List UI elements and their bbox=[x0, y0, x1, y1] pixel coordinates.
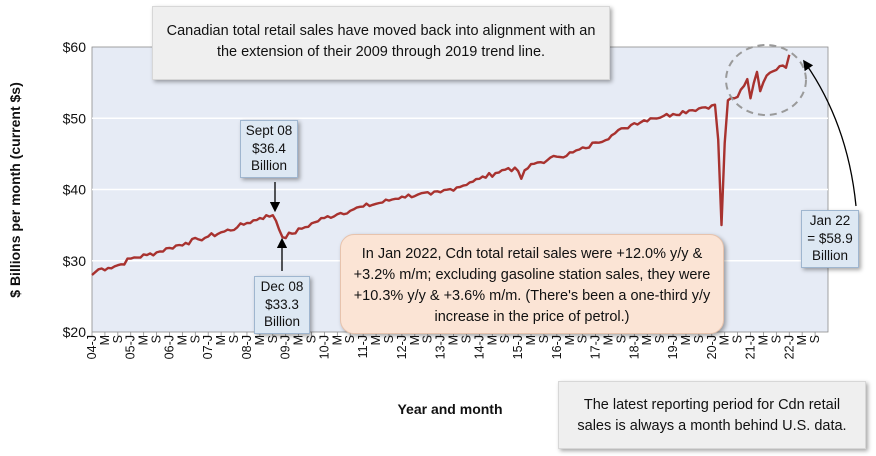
x-tick-label: 12-J bbox=[395, 335, 409, 359]
x-tick-label: S bbox=[459, 335, 473, 343]
y-tick-label: $20 bbox=[63, 324, 87, 340]
x-tick-label: 16-J bbox=[550, 335, 564, 359]
y-tick-label: $40 bbox=[63, 182, 87, 198]
sept08-callout: Sept 08 $36.4 Billion bbox=[240, 120, 298, 178]
dec08-callout: Dec 08 $33.3 Billion bbox=[254, 276, 310, 334]
x-tick-label: M bbox=[137, 335, 151, 345]
x-tick-label: 10-J bbox=[317, 335, 331, 359]
x-tick-label: S bbox=[343, 335, 357, 343]
x-tick-label: M bbox=[679, 335, 693, 345]
x-tick-label: 18-J bbox=[627, 335, 641, 359]
x-tick-label: 04-J bbox=[85, 335, 99, 359]
x-tick-label: M bbox=[563, 335, 577, 345]
x-tick-label: M bbox=[756, 335, 770, 345]
x-tick-label: S bbox=[266, 335, 280, 343]
x-tick-label: 15-J bbox=[511, 335, 525, 359]
x-tick-label: S bbox=[614, 335, 628, 343]
x-tick-label: S bbox=[150, 335, 164, 343]
x-tick-label: 06-J bbox=[162, 335, 176, 359]
x-tick-label: S bbox=[731, 335, 745, 343]
x-tick-label: S bbox=[692, 335, 706, 343]
x-tick-label: 22-J bbox=[782, 335, 796, 359]
x-tick-label: S bbox=[382, 335, 396, 343]
recent-data-highlight-ellipse bbox=[725, 44, 807, 116]
x-tick-label: M bbox=[408, 335, 422, 345]
x-tick-label: M bbox=[214, 335, 228, 345]
x-tick-label: S bbox=[421, 335, 435, 343]
x-tick-label: M bbox=[447, 335, 461, 345]
x-tick-label: S bbox=[305, 335, 319, 343]
jan22-arrow bbox=[803, 59, 857, 207]
x-tick-label: 11-J bbox=[356, 335, 370, 358]
x-tick-label: 08-J bbox=[240, 335, 254, 359]
x-tick-label: 05-J bbox=[124, 335, 138, 359]
y-tick-label: $50 bbox=[63, 110, 87, 126]
x-tick-label: S bbox=[111, 335, 125, 343]
x-tick-label: S bbox=[498, 335, 512, 343]
x-tick-label: 20-J bbox=[705, 335, 719, 359]
jan22-callout: Jan 22 = $58.9 Billion bbox=[801, 210, 859, 268]
y-tick-label: $30 bbox=[63, 253, 87, 269]
x-tick-label: M bbox=[718, 335, 732, 345]
x-tick-label: M bbox=[98, 335, 112, 345]
x-tick-label: 07-J bbox=[201, 335, 215, 359]
x-tick-label: M bbox=[485, 335, 499, 345]
top-note: Canadian total retail sales have moved b… bbox=[152, 6, 610, 80]
x-tick-label: M bbox=[330, 335, 344, 345]
x-tick-label: 21-J bbox=[744, 335, 758, 359]
x-tick-label: 09-J bbox=[279, 335, 293, 359]
x-tick-label: M bbox=[253, 335, 267, 345]
retail-sales-line bbox=[91, 54, 791, 276]
x-tick-label: S bbox=[769, 335, 783, 343]
x-tick-label: S bbox=[576, 335, 590, 343]
x-tick-label: M bbox=[601, 335, 615, 345]
x-tick-label: 19-J bbox=[666, 335, 680, 359]
x-tick-label: M bbox=[524, 335, 538, 345]
x-tick-label: M bbox=[175, 335, 189, 345]
y-axis-label: $ Billions per month (current $s) bbox=[7, 82, 23, 297]
x-tick-label: M bbox=[292, 335, 306, 345]
x-tick-label: S bbox=[227, 335, 241, 343]
x-tick-label: 13-J bbox=[434, 335, 448, 359]
x-tick-label: S bbox=[653, 335, 667, 343]
x-tick-label: S bbox=[808, 335, 822, 343]
x-axis-label: Year and month bbox=[397, 401, 502, 417]
bottom-note: The latest reporting period for Cdn reta… bbox=[558, 381, 866, 449]
x-tick-label: 17-J bbox=[589, 335, 603, 359]
x-tick-label: M bbox=[795, 335, 809, 345]
highlight-note: In Jan 2022, Cdn total retail sales were… bbox=[340, 234, 724, 334]
y-tick-label: $60 bbox=[63, 39, 87, 55]
x-tick-label: M bbox=[369, 335, 383, 345]
x-tick-label: M bbox=[640, 335, 654, 345]
x-tick-label: S bbox=[188, 335, 202, 343]
x-tick-label: 14-J bbox=[472, 335, 486, 359]
x-tick-label: S bbox=[537, 335, 551, 343]
